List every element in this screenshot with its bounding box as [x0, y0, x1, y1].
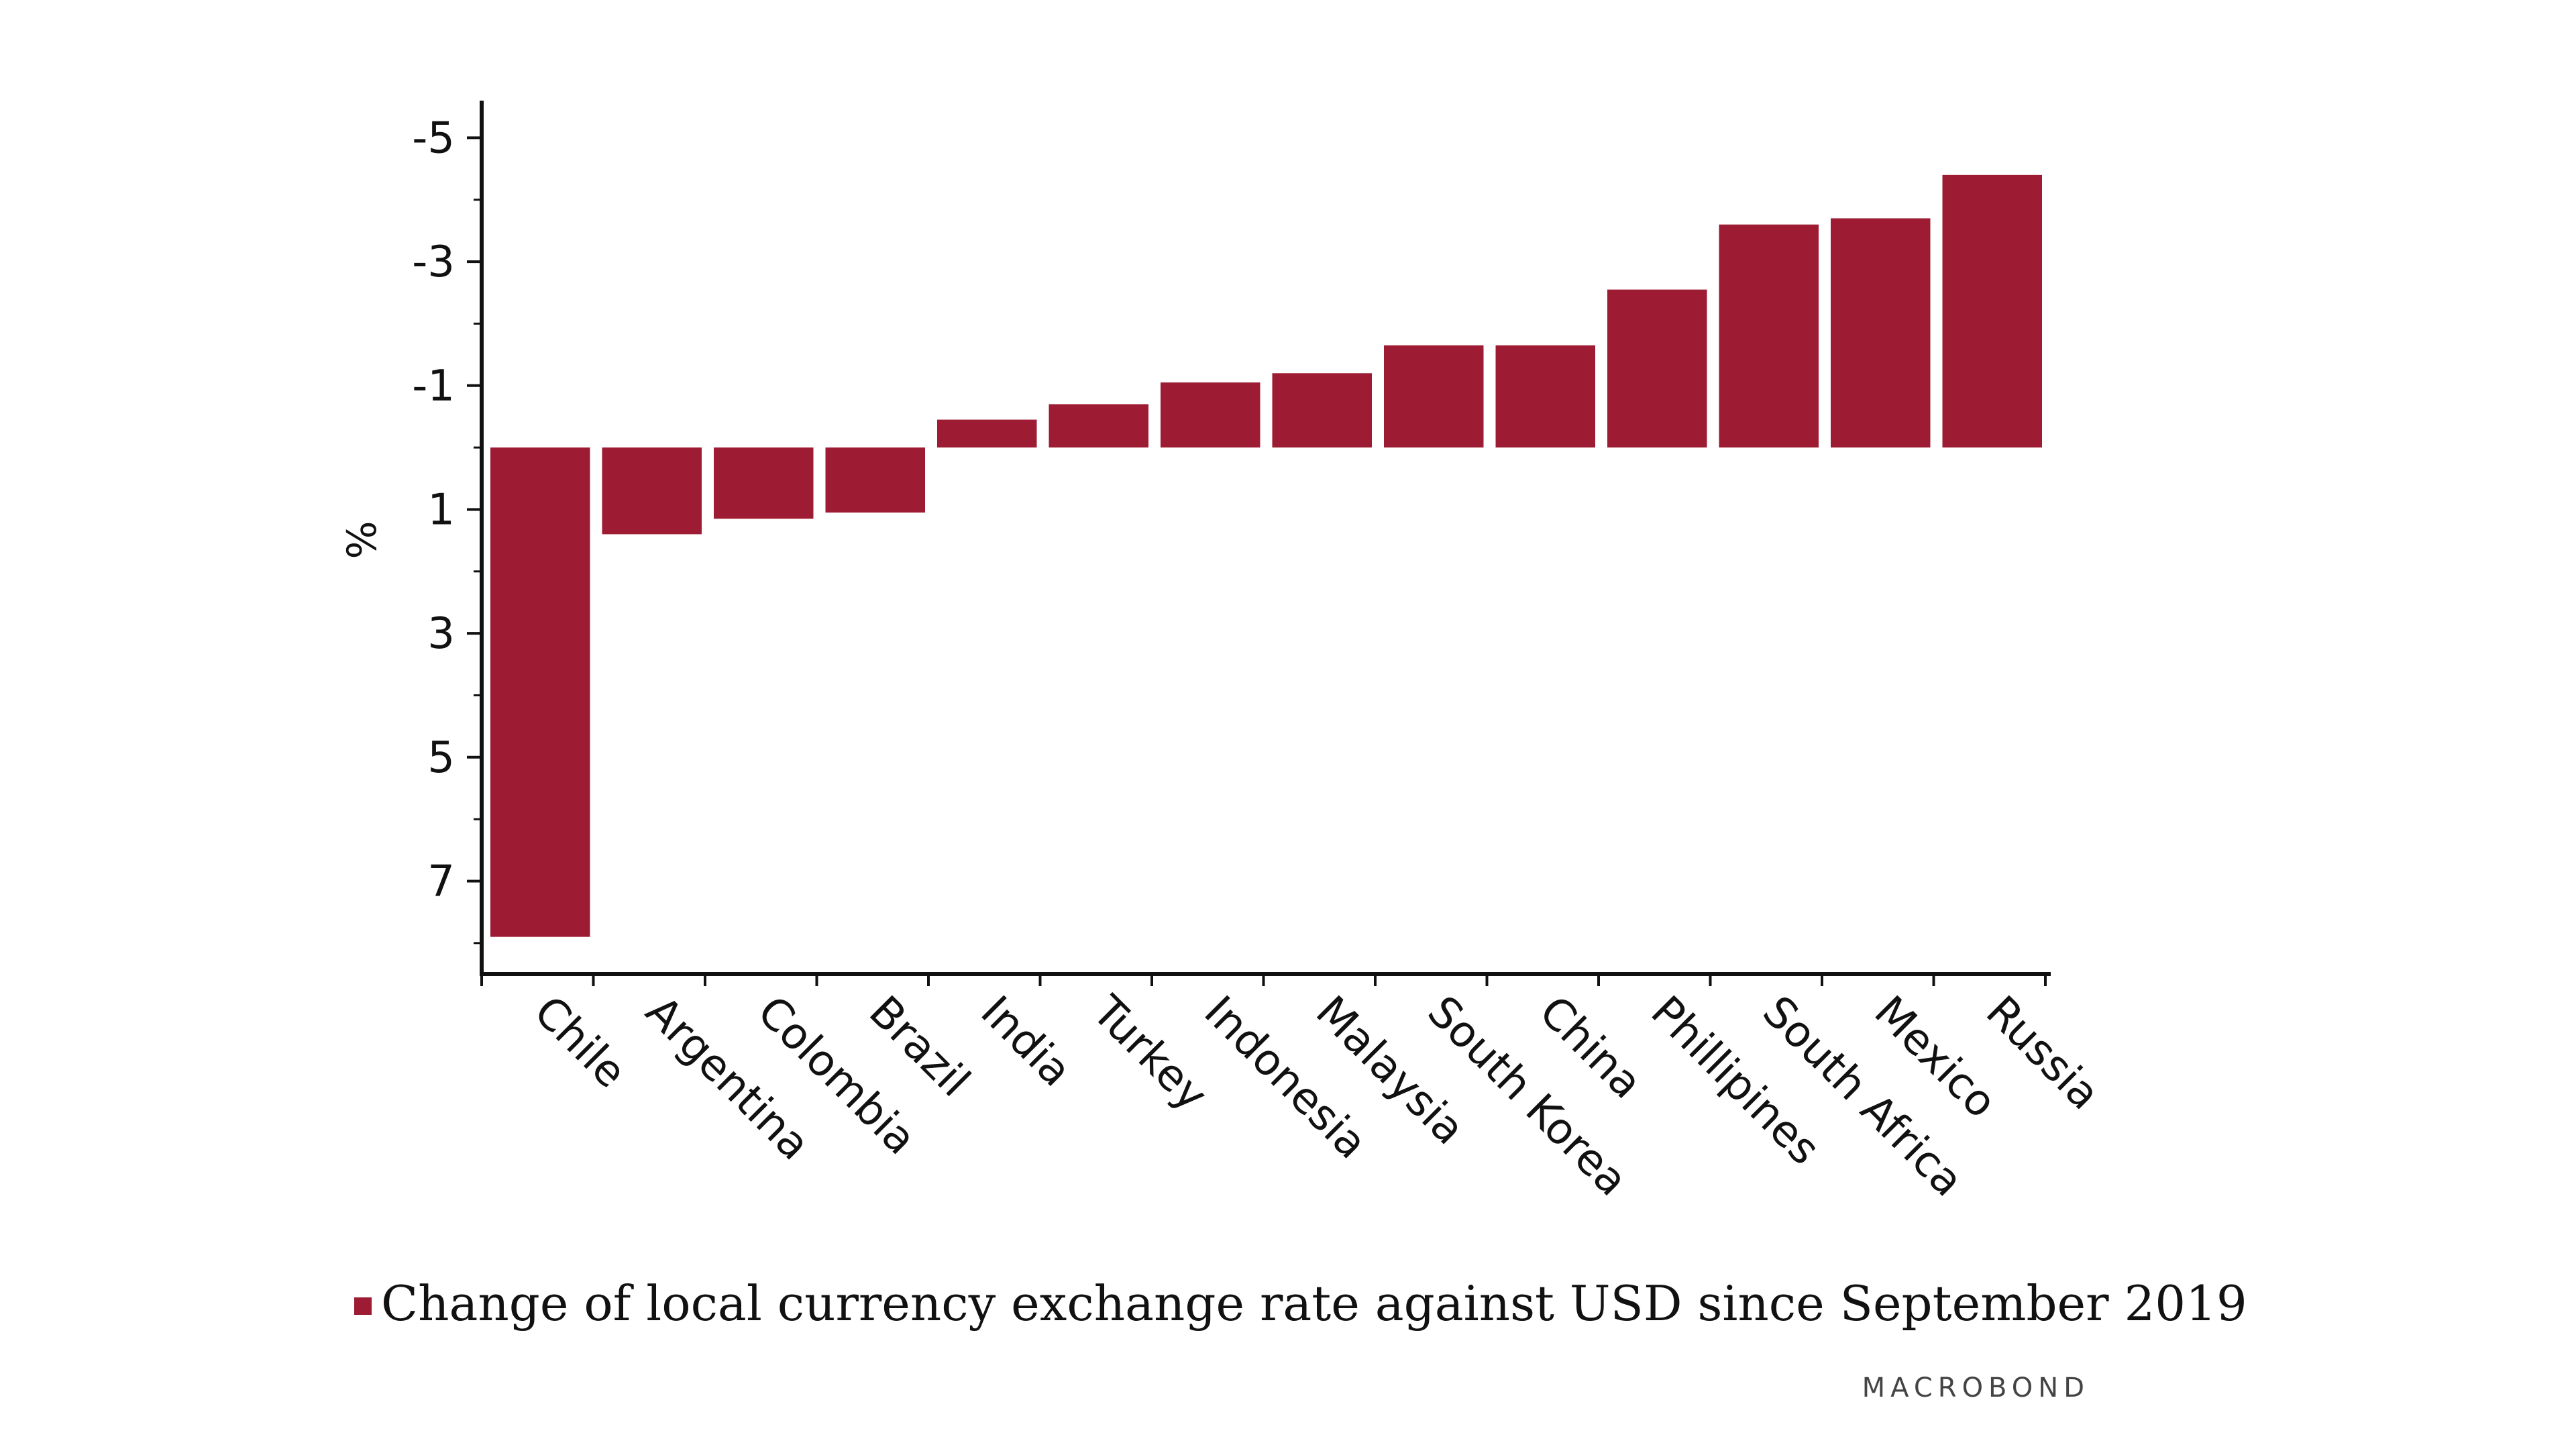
bar-turkey	[1049, 404, 1148, 448]
y-tick-label: -5	[412, 113, 455, 163]
brand-text: MACROBOND	[1862, 1373, 2090, 1403]
x-category-label: Turkey	[1082, 986, 1216, 1120]
bar-indonesia	[1161, 382, 1260, 448]
axes-layer	[480, 101, 2051, 976]
x-category-label: India	[971, 987, 1081, 1096]
legend: Change of local currency exchange rate a…	[354, 1275, 2247, 1332]
bar-argentina	[602, 447, 702, 535]
y-tick-label: -1	[412, 362, 455, 411]
y-tick-label: 1	[427, 485, 455, 535]
bar-brazil	[825, 447, 925, 513]
y-tick-label: 7	[427, 857, 455, 906]
bar-phillipines	[1607, 289, 1707, 448]
bar-colombia	[714, 447, 814, 519]
bar-india	[937, 419, 1037, 448]
legend-swatch	[354, 1297, 372, 1315]
bar-chile	[490, 447, 590, 937]
y-ticks: -5 -3 -1 1 3 5 7	[412, 113, 482, 945]
y-axis-title: %	[339, 521, 386, 559]
bar-china	[1495, 345, 1595, 448]
x-category-label: Chile	[525, 987, 636, 1098]
y-tick-label: -3	[412, 237, 455, 287]
bar-malaysia	[1272, 373, 1372, 448]
bars-layer	[490, 174, 2042, 937]
legend-label: Change of local currency exchange rate a…	[381, 1275, 2247, 1332]
bar-russia	[1942, 174, 2042, 448]
bar-south-africa	[1719, 224, 1819, 448]
y-tick-label: 5	[427, 733, 455, 783]
bar-mexico	[1831, 218, 1931, 448]
macrobond-logo: MACROBOND	[1862, 1373, 2090, 1403]
bar-south-korea	[1384, 345, 1484, 448]
y-tick-label: 3	[427, 609, 455, 659]
